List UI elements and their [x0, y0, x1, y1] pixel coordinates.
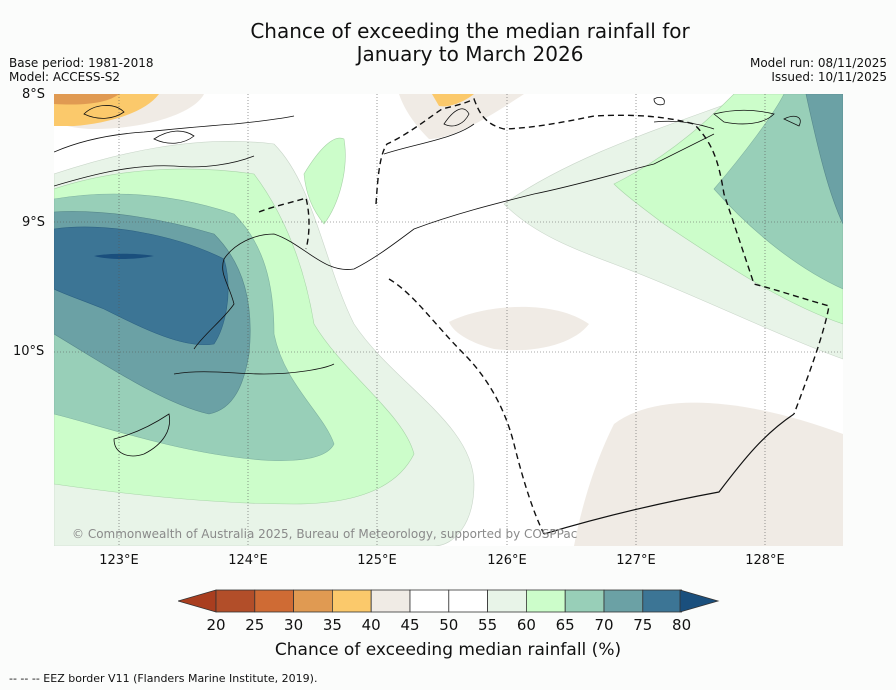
contour-band-tan-centre [449, 306, 589, 351]
colorbar-tick-label: 40 [361, 616, 381, 634]
colorbar-tick-label: 65 [555, 616, 575, 634]
contour-band-orange-north [54, 94, 119, 105]
colorbar-cell [254, 589, 295, 613]
contour-band-teal-east [713, 94, 843, 290]
base-period: Base period: 1981-2018 [9, 56, 154, 70]
lat-label-9: 9°S [22, 215, 46, 230]
colorbar-tick-label: 75 [633, 616, 653, 634]
colorbar-label: Chance of exceeding median rainfall (%) [274, 640, 622, 660]
meta-left: Base period: 1981-2018 Model: ACCESS-S2 [9, 56, 154, 84]
colorbar-tick-label: 45 [400, 616, 420, 634]
lat-label-10: 10°S [13, 344, 45, 359]
colorbar-tick-label: 70 [594, 616, 614, 634]
lon-label-128: 128°E [745, 553, 785, 568]
colorbar-tick-label: 30 [284, 616, 304, 634]
colorbar-cell [564, 589, 605, 613]
eez-border [258, 98, 830, 415]
lon-label-124: 124°E [228, 553, 268, 568]
map-title: Chance of exceeding the median rainfall … [0, 20, 896, 66]
colorbar-cell [215, 589, 256, 613]
colorbar [178, 589, 720, 613]
lon-label-125: 125°E [357, 553, 397, 568]
colorbar-cell [409, 589, 450, 613]
lat-label-8: 8°S [22, 87, 46, 102]
lon-label-126: 126°E [487, 553, 527, 568]
coastlines [54, 97, 801, 457]
colorbar-cell [331, 589, 372, 613]
colorbar-cell [487, 589, 527, 613]
colorbar-cell [448, 589, 488, 613]
grid-lines [54, 94, 843, 546]
contour-band-amber-north-centre [432, 94, 474, 107]
colorbar-tick-label: 80 [672, 616, 692, 634]
colorbar-cell [642, 589, 682, 613]
colorbar-high-arrow [679, 589, 720, 613]
copyright-credit: © Commonwealth of Australia 2025, Bureau… [72, 527, 578, 541]
colorbar-tick-label: 50 [439, 616, 459, 634]
issued-date: Issued: 10/11/2025 [771, 70, 887, 84]
eez-border-south [388, 278, 545, 535]
colorbar-cell [370, 589, 411, 613]
colorbar-tick-label: 35 [322, 616, 342, 634]
eez-legend-footer: -- -- -- EEZ border V11 (Flanders Marine… [9, 672, 318, 685]
model-run: Model run: 08/11/2025 [749, 56, 887, 70]
title-line-1: Chance of exceeding the median rainfall … [250, 19, 690, 43]
contour-core-darkest [94, 253, 154, 259]
eez-border-solid [543, 413, 795, 535]
lon-label-123: 123°E [99, 553, 139, 568]
colorbar-cell [525, 589, 566, 613]
colorbar-tick-label: 60 [516, 616, 536, 634]
model-name: Model: ACCESS-S2 [9, 70, 121, 84]
contour-band-steel-east [805, 94, 843, 225]
colorbar-cell [603, 589, 644, 613]
title-line-2: January to March 2026 [356, 42, 584, 66]
colorbar-tick-label: 55 [478, 616, 498, 634]
colorbar-tick-label: 20 [206, 616, 226, 634]
map-canvas [54, 94, 843, 546]
contour-band-tan-southeast [574, 402, 843, 546]
meta-right: Model run: 08/11/2025 Issued: 10/11/2025 [750, 56, 887, 84]
colorbar-cells [215, 589, 682, 613]
colorbar-tick-label: 25 [245, 616, 265, 634]
contour-band-tan-north-centre [399, 94, 524, 139]
map-area[interactable] [54, 94, 843, 546]
lon-label-127: 127°E [616, 553, 656, 568]
colorbar-cell [293, 589, 333, 613]
contour-band-green-timor [303, 137, 346, 225]
colorbar-low-arrow [178, 589, 217, 613]
